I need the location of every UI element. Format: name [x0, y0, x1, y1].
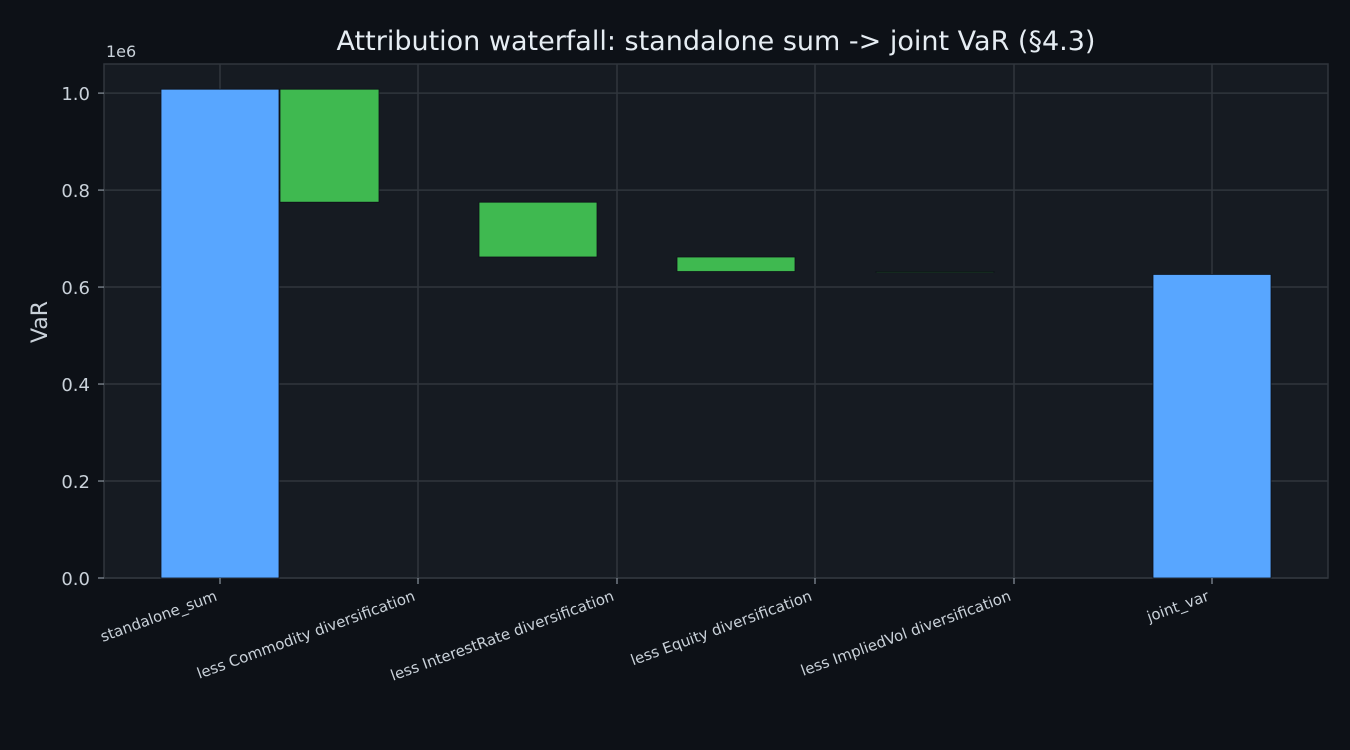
y-tick-label: 0.2 — [61, 472, 90, 493]
chart-title: Attribution waterfall: standalone sum ->… — [337, 26, 1096, 57]
total-bar — [160, 88, 280, 579]
diversification-step-bar — [478, 201, 598, 258]
y-axis-label: VaR — [28, 301, 53, 343]
y-offset-label: 1e6 — [106, 42, 136, 61]
y-tick-label: 0.0 — [61, 569, 90, 590]
diversification-step-bar — [875, 271, 995, 273]
diversification-step-bar — [279, 88, 380, 203]
y-tick-label: 0.8 — [61, 181, 90, 202]
diversification-step-bar — [676, 256, 796, 272]
total-bar — [1152, 274, 1272, 579]
bars-group — [160, 88, 1272, 579]
y-tick-label: 0.4 — [61, 375, 90, 396]
y-tick-label: 1.0 — [61, 84, 90, 105]
y-tick-label: 0.6 — [61, 278, 90, 299]
y-axis: 0.0 0.2 0.4 0.6 0.8 1.0 — [61, 84, 104, 590]
